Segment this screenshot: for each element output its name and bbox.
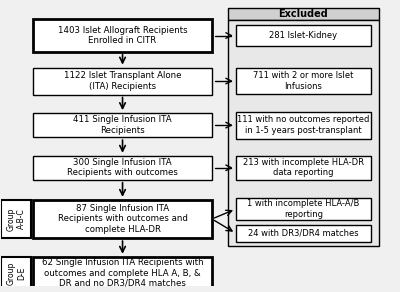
Text: Excluded: Excluded bbox=[278, 9, 328, 19]
FancyBboxPatch shape bbox=[236, 68, 371, 94]
Text: 711 with 2 or more Islet
Infusions: 711 with 2 or more Islet Infusions bbox=[253, 71, 354, 91]
FancyBboxPatch shape bbox=[236, 112, 371, 139]
Text: 1403 Islet Allograft Recipients
Enrolled in CITR: 1403 Islet Allograft Recipients Enrolled… bbox=[58, 26, 187, 45]
Text: Group
A-B-C: Group A-B-C bbox=[6, 207, 26, 231]
Text: 87 Single Infusion ITA
Recipients with outcomes and
complete HLA-DR: 87 Single Infusion ITA Recipients with o… bbox=[58, 204, 188, 234]
FancyBboxPatch shape bbox=[33, 19, 212, 52]
Text: 300 Single Infusion ITA
Recipients with outcomes: 300 Single Infusion ITA Recipients with … bbox=[67, 158, 178, 178]
FancyBboxPatch shape bbox=[1, 257, 31, 289]
FancyBboxPatch shape bbox=[33, 113, 212, 137]
Text: 1 with incomplete HLA-A/B
reporting: 1 with incomplete HLA-A/B reporting bbox=[247, 199, 360, 219]
FancyBboxPatch shape bbox=[33, 257, 212, 289]
FancyBboxPatch shape bbox=[236, 25, 371, 46]
FancyBboxPatch shape bbox=[1, 200, 31, 238]
FancyBboxPatch shape bbox=[228, 20, 379, 246]
FancyBboxPatch shape bbox=[236, 225, 371, 242]
FancyBboxPatch shape bbox=[33, 156, 212, 180]
FancyBboxPatch shape bbox=[33, 200, 212, 238]
Text: 213 with incomplete HLA-DR
data reporting: 213 with incomplete HLA-DR data reportin… bbox=[243, 158, 364, 178]
Text: 1122 Islet Transplant Alone
(ITA) Recipients: 1122 Islet Transplant Alone (ITA) Recipi… bbox=[64, 71, 181, 91]
Text: 62 Single Infusion ITA Recipients with
outcomes and complete HLA A, B, &
DR and : 62 Single Infusion ITA Recipients with o… bbox=[42, 258, 203, 288]
Text: 111 with no outcomes reported
in 1-5 years post-transplant: 111 with no outcomes reported in 1-5 yea… bbox=[237, 115, 370, 135]
FancyBboxPatch shape bbox=[228, 8, 379, 20]
FancyBboxPatch shape bbox=[236, 198, 371, 220]
Text: 24 with DR3/DR4 matches: 24 with DR3/DR4 matches bbox=[248, 229, 358, 238]
Text: Group
D-E: Group D-E bbox=[6, 261, 26, 285]
Text: 281 Islet-Kidney: 281 Islet-Kidney bbox=[269, 31, 337, 40]
FancyBboxPatch shape bbox=[236, 156, 371, 180]
FancyBboxPatch shape bbox=[33, 67, 212, 95]
Text: 411 Single Infusion ITA
Recipients: 411 Single Infusion ITA Recipients bbox=[73, 115, 172, 135]
